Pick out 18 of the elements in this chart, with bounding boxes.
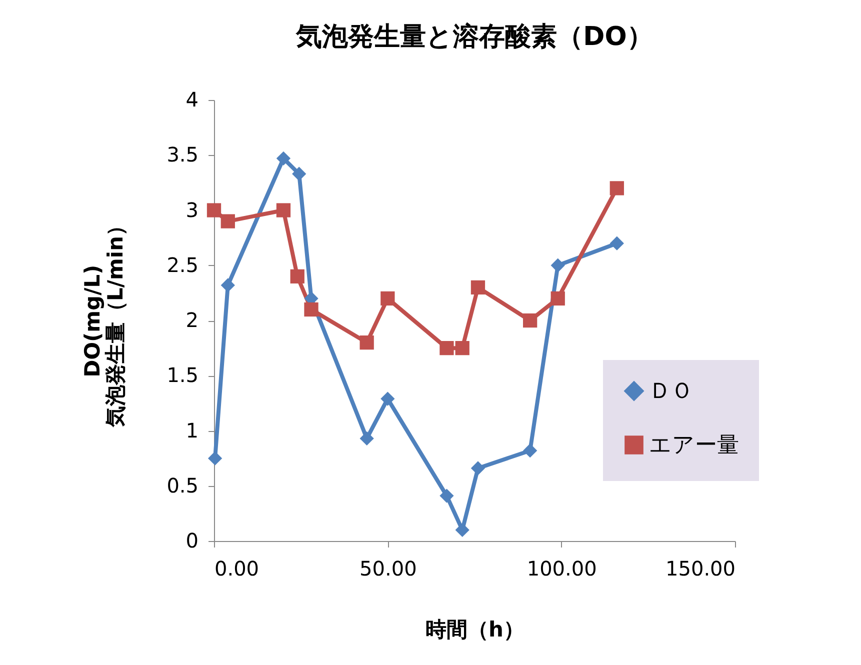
y-tick-label: 1 [186, 418, 198, 442]
legend-label: ＤＯ [649, 379, 693, 404]
y-tick-label: 1.5 [166, 363, 198, 388]
x-tick-label: 100.00 [526, 556, 597, 580]
y-tick-label: 0.5 [166, 473, 198, 498]
chart-title: 気泡発生量と溶存酸素（DO） [295, 22, 653, 52]
x-tick-label: 50.00 [360, 556, 417, 580]
y-tick-label: 3.5 [166, 142, 198, 167]
x-tick-label: 150.00 [666, 556, 736, 580]
y-axis-title: DO(mg/L) 気泡発生量（L/min） [80, 214, 128, 428]
x-tick-label: 0.00 [214, 556, 260, 580]
y-tick-label: 2.5 [166, 252, 198, 277]
x-axis-title: 時間（h） [426, 618, 524, 642]
y-tick-label: 0 [186, 528, 198, 552]
y-tick-label: 3 [186, 198, 198, 222]
legend-label: エアー量 [649, 433, 739, 458]
y-tick-label: 4 [186, 88, 198, 112]
y-tick-label: 2 [186, 308, 198, 332]
